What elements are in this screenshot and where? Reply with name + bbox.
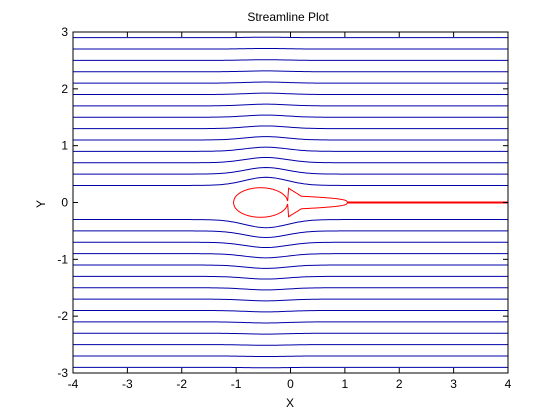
x-tick-label: -1 [231,377,242,391]
streamline-10 [73,253,508,259]
x-tick-label: 4 [505,377,512,391]
y-tick-label: 2 [61,82,68,96]
x-axis-ticks: -4 -3 -2 -1 0 1 2 3 4 [68,32,512,391]
streamline-12 [73,230,508,238]
y-tick-label: -3 [57,366,68,380]
y-tick-label: 3 [61,25,68,39]
streamline-16 [73,156,508,164]
streamline-5 [73,309,508,313]
plot-area [72,31,509,374]
y-axis-ticks: -3 -2 -1 0 1 2 3 [57,25,508,380]
x-tick-label: -4 [68,377,79,391]
streamline-11 [73,241,508,249]
streamline-18 [73,136,508,141]
streamline-15 [73,167,508,175]
streamline-22 [73,92,508,96]
y-tick-label: 1 [61,139,68,153]
x-tick-label: 3 [450,377,457,391]
x-tick-label: 1 [342,377,349,391]
streamline-3 [73,332,508,335]
streamline-8 [73,275,508,280]
x-tick-label: 2 [396,377,403,391]
streamline-2 [73,344,508,346]
streamline-9 [73,264,508,269]
streamline-21 [73,103,508,107]
streamline-7 [73,287,508,291]
y-tick-label: 0 [61,196,68,210]
y-tick-label: -1 [57,252,68,266]
dividing-streamline-body [232,187,349,218]
streamline-6 [73,298,508,302]
streamline-26 [73,47,508,50]
dividing-streamline-group [232,187,508,218]
streamline-23 [73,81,508,84]
chart-title: Streamline Plot [247,10,329,24]
x-tick-label: 0 [287,377,294,391]
streamline-13 [73,219,508,229]
streamline-14 [73,176,508,186]
streamline-1 [73,355,508,358]
streamline-24 [73,70,508,73]
y-tick-label: -2 [57,309,68,323]
streamline-25 [73,59,508,61]
x-tick-label: -3 [122,377,133,391]
x-tick-label: -2 [176,377,187,391]
x-axis-label: X [286,396,294,410]
y-axis-label: Y [34,200,48,208]
streamline-17 [73,146,508,152]
streamlines-group [73,36,508,369]
streamline-19 [73,125,508,130]
streamline-4 [73,321,508,324]
streamline-20 [73,114,508,118]
